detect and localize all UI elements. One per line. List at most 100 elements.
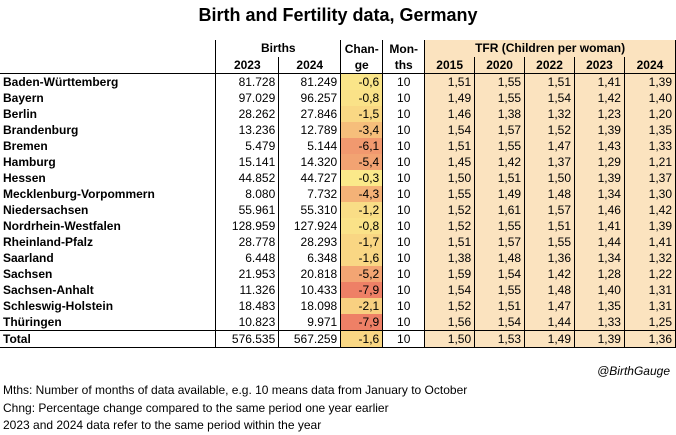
tfr-cell: 1,42 — [524, 266, 575, 282]
births-2024-cell: 20.818 — [278, 266, 342, 282]
births-2024-cell: 10.433 — [278, 282, 342, 298]
tfr-cell: 1,20 — [624, 106, 676, 122]
tfr-cell: 1,22 — [624, 266, 676, 282]
tfr-cell: 1,44 — [524, 314, 575, 331]
state-name: Total — [0, 330, 217, 348]
tfr-cell: 1,40 — [574, 282, 625, 298]
births-2023-cell: 44.852 — [215, 170, 280, 186]
state-name: Thüringen — [0, 314, 217, 331]
months-cell: 10 — [382, 202, 426, 218]
tfr-cell: 1,36 — [524, 250, 575, 266]
births-2023-cell: 5.479 — [215, 138, 280, 154]
tfr-cell: 1,33 — [624, 138, 676, 154]
tfr-cell: 1,51 — [524, 218, 575, 234]
tfr-cell: 1,37 — [524, 154, 575, 170]
tfr-cell: 1,41 — [624, 234, 676, 250]
page-title: Birth and Fertility data, Germany — [198, 5, 478, 25]
change-cell: -1,2 — [340, 202, 384, 218]
state-name: Hessen — [0, 170, 217, 186]
tfr-cell: 1,44 — [574, 234, 625, 250]
tfr-cell: 1,30 — [624, 186, 676, 202]
tfr-cell: 1,39 — [624, 73, 676, 90]
state-name: Saarland — [0, 250, 217, 266]
births-header: Births — [215, 40, 342, 57]
births-2023-cell: 128.959 — [215, 218, 280, 234]
change-cell: -5,4 — [340, 154, 384, 170]
tfr-cell: 1,50 — [524, 170, 575, 186]
tfr-cell: 1,28 — [574, 266, 625, 282]
tfr-cell: 1,51 — [474, 170, 526, 186]
table-row: Schleswig-Holstein 18.483 18.098 -2,1 10 1,52… — [0, 298, 676, 314]
births-2024-cell: 44.727 — [278, 170, 342, 186]
tfr-cell: 1,45 — [424, 154, 476, 170]
change-cell: -7,9 — [340, 314, 384, 331]
births-2024-cell: 28.293 — [278, 234, 342, 250]
months-cell: 10 — [382, 106, 426, 122]
state-name: Rheinland-Pfalz — [0, 234, 217, 250]
births-2023-cell: 6.448 — [215, 250, 280, 266]
tfr-cell: 1,54 — [424, 122, 476, 138]
months-cell: 10 — [382, 234, 426, 250]
tfr-cell: 1,42 — [624, 202, 676, 218]
tfr-cell: 1,54 — [474, 266, 526, 282]
tfr-cell: 1,55 — [524, 234, 575, 250]
months-cell: 10 — [382, 282, 426, 298]
table-row: Rheinland-Pfalz 28.778 28.293 -1,7 10 1,51 1,5… — [0, 234, 676, 250]
change-cell: -6,1 — [340, 138, 384, 154]
tfr-cell: 1,48 — [524, 282, 575, 298]
births-2023-cell: 81.728 — [215, 73, 280, 90]
births-2024-cell: 6.348 — [278, 250, 342, 266]
table-row: Sachsen-Anhalt 11.326 10.433 -7,9 10 1,54 1,55… — [0, 282, 676, 298]
births-2023-cell: 13.236 — [215, 122, 280, 138]
tfr-cell: 1,59 — [424, 266, 476, 282]
tfr-cell: 1,48 — [524, 186, 575, 202]
tfr-cell: 1,40 — [624, 90, 676, 106]
change-cell: -1,6 — [340, 250, 384, 266]
tfr-cell: 1,55 — [474, 218, 526, 234]
change-header: Chan-ge — [340, 40, 384, 74]
state-name: Mecklenburg-Vorpommern — [0, 186, 217, 202]
tfr-cell: 1,54 — [424, 282, 476, 298]
header-empty — [0, 57, 217, 74]
table-row: Niedersachsen 55.961 55.310 -1,2 10 1,52 1,61 1… — [0, 202, 676, 218]
author-handle: @BirthGauge — [597, 364, 670, 378]
tfr-cell: 1,57 — [474, 234, 526, 250]
state-name: Brandenburg — [0, 122, 217, 138]
state-name: Sachsen-Anhalt — [0, 282, 217, 298]
tfr-cell: 1,55 — [474, 138, 526, 154]
total-row: Total 576.535 567.259 -1,6 10 1,50 1,53 1,49 1,3… — [0, 330, 676, 348]
change-cell: -0,8 — [340, 90, 384, 106]
tfr-year-2015: 2015 — [424, 57, 476, 74]
tfr-cell: 1,46 — [574, 202, 625, 218]
tfr-cell: 1,42 — [574, 90, 625, 106]
tfr-cell: 1,52 — [424, 298, 476, 314]
tfr-cell: 1,56 — [424, 314, 476, 331]
births-2024-cell: 7.732 — [278, 186, 342, 202]
births-2023-cell: 15.141 — [215, 154, 280, 170]
tfr-cell: 1,25 — [624, 314, 676, 331]
births-2024-cell: 5.144 — [278, 138, 342, 154]
births-year-2024: 2024 — [278, 57, 342, 74]
state-name: Baden-Württemberg — [0, 73, 217, 90]
births-2024-cell: 9.971 — [278, 314, 342, 331]
change-cell: -0,6 — [340, 73, 384, 90]
table-row: Sachsen 21.953 20.818 -5,2 10 1,59 1,54 1,42 1,2… — [0, 266, 676, 282]
births-2023-cell: 28.778 — [215, 234, 280, 250]
table-row: Saarland 6.448 6.348 -1,6 10 1,38 1,48 1,36 1,34… — [0, 250, 676, 266]
tfr-cell: 1,54 — [474, 314, 526, 331]
table-row: Berlin 28.262 27.846 -1,5 10 1,46 1,38 1,32 1,23… — [0, 106, 676, 122]
births-2023-cell: 55.961 — [215, 202, 280, 218]
tfr-cell: 1,50 — [424, 330, 476, 348]
months-cell: 10 — [382, 73, 426, 90]
births-2024-cell: 12.789 — [278, 122, 342, 138]
state-name: Sachsen — [0, 266, 217, 282]
footnote-change: Chng: Percentage change compared to the … — [3, 400, 389, 415]
state-name: Berlin — [0, 106, 217, 122]
tfr-cell: 1,61 — [474, 202, 526, 218]
tfr-header: TFR (Children per woman) — [424, 40, 676, 57]
footnotes: Mths: Number of months of data available… — [3, 382, 467, 435]
tfr-cell: 1,39 — [574, 330, 625, 348]
footnote-months: Mths: Number of months of data available… — [3, 383, 468, 397]
months-cell: 10 — [382, 154, 426, 170]
change-cell: -1,7 — [340, 234, 384, 250]
